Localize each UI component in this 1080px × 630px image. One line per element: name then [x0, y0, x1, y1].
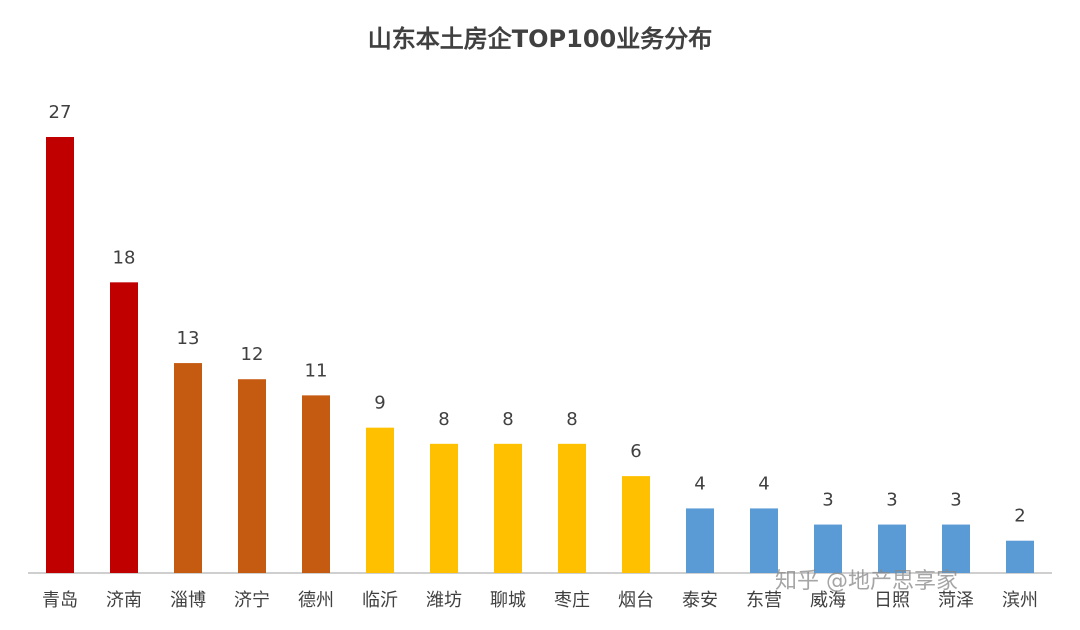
value-label: 9: [374, 393, 385, 414]
bar: [622, 476, 650, 573]
bar: [942, 524, 970, 573]
value-label: 4: [694, 473, 705, 494]
value-label: 2: [1014, 506, 1025, 527]
x-tick-label: 聊城: [490, 590, 526, 611]
value-label: 18: [113, 247, 136, 268]
value-label: 13: [177, 328, 200, 349]
value-label: 8: [566, 409, 577, 430]
bar: [686, 508, 714, 573]
value-label: 11: [305, 360, 328, 381]
value-label: 6: [630, 441, 641, 462]
x-tick-label: 滨州: [1002, 590, 1038, 611]
bar: [366, 427, 394, 573]
bar: [302, 395, 330, 573]
value-label: 12: [241, 344, 264, 365]
x-tick-label: 淄博: [170, 590, 206, 611]
value-label: 8: [438, 409, 449, 430]
value-label: 4: [758, 473, 769, 494]
value-label: 3: [950, 490, 961, 511]
bar: [174, 363, 202, 573]
bar: [750, 508, 778, 573]
x-tick-label: 菏泽: [938, 590, 974, 611]
x-tick-label: 潍坊: [426, 590, 462, 611]
x-tick-label: 威海: [810, 590, 846, 611]
bar: [238, 379, 266, 573]
x-tick-label: 枣庄: [554, 590, 590, 611]
bar: [46, 137, 74, 573]
bar: [878, 524, 906, 573]
bar: [110, 282, 138, 573]
x-tick-label: 日照: [874, 590, 910, 611]
x-tick-label: 青岛: [42, 590, 78, 611]
x-tick-label: 德州: [298, 590, 334, 611]
value-label: 3: [886, 490, 897, 511]
x-tick-label: 济南: [106, 590, 142, 611]
x-tick-label: 泰安: [682, 590, 718, 611]
chart-title: 山东本土房企TOP100业务分布: [368, 25, 712, 53]
x-tick-label: 临沂: [362, 590, 398, 611]
bar: [494, 443, 522, 573]
bar: [430, 443, 458, 573]
x-tick-label: 烟台: [618, 590, 654, 611]
value-label: 8: [502, 409, 513, 430]
bar: [558, 443, 586, 573]
bar: [1006, 540, 1034, 573]
x-tick-label: 济宁: [234, 590, 270, 611]
value-label: 3: [822, 490, 833, 511]
watermark: 知乎 @地产思享家: [775, 569, 958, 594]
value-label: 27: [49, 102, 72, 123]
x-tick-label: 东营: [746, 590, 782, 611]
bar: [814, 524, 842, 573]
